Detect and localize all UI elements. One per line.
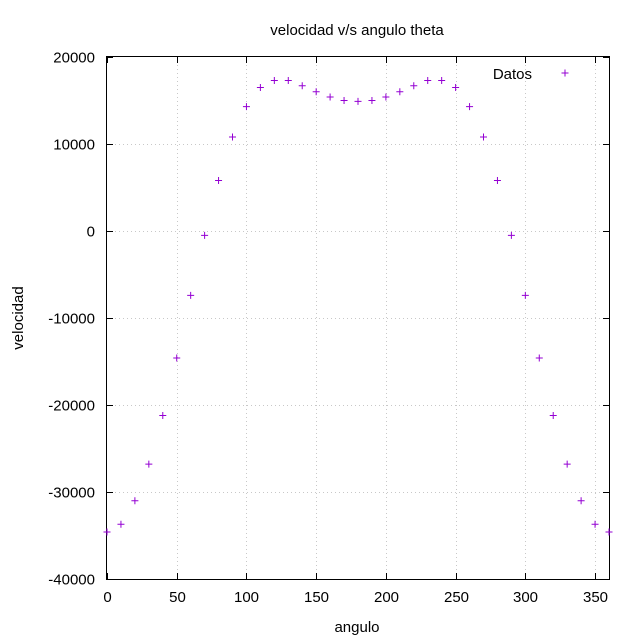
data-point xyxy=(396,88,404,96)
data-point xyxy=(312,88,320,96)
y-tick-label: 10000 xyxy=(53,137,95,154)
data-point xyxy=(466,103,474,111)
data-point xyxy=(549,411,557,419)
x-tick-label: 300 xyxy=(513,589,538,606)
legend: Datos xyxy=(493,66,569,83)
data-point xyxy=(173,354,181,362)
legend-marker xyxy=(561,69,569,77)
data-point xyxy=(452,83,460,91)
data-points xyxy=(103,76,613,536)
data-point xyxy=(298,82,306,90)
plot-frame xyxy=(106,56,610,580)
data-point xyxy=(201,231,209,239)
y-tick-label: -40000 xyxy=(48,572,95,589)
data-point xyxy=(103,528,111,536)
data-point xyxy=(340,97,348,104)
data-point xyxy=(256,83,264,91)
y-tick-label: -10000 xyxy=(48,311,95,328)
x-tick-label: 350 xyxy=(583,589,608,606)
data-point xyxy=(480,133,487,141)
data-point xyxy=(438,76,446,84)
data-point xyxy=(242,103,250,111)
legend-label: Datos xyxy=(493,66,532,83)
data-point xyxy=(382,93,390,101)
label-layer: 0 50 100 150 200 250 300 350 -40000 -30000 -20000 -… xyxy=(48,50,608,607)
data-point xyxy=(493,177,501,185)
data-point xyxy=(229,133,236,141)
tick-layer xyxy=(107,57,609,580)
y-tick-label: -30000 xyxy=(48,485,95,502)
data-point xyxy=(270,76,278,84)
data-point xyxy=(145,460,153,468)
grid-layer xyxy=(107,57,609,579)
data-point xyxy=(354,97,362,105)
data-point xyxy=(131,497,139,505)
data-point xyxy=(577,497,585,505)
x-tick-label: 250 xyxy=(444,589,469,606)
x-tick-label: 100 xyxy=(234,589,259,606)
x-axis-title: angulo xyxy=(334,619,379,636)
legend-plus-icon xyxy=(561,69,569,77)
data-point xyxy=(368,97,376,104)
data-point xyxy=(563,460,571,468)
data-point xyxy=(187,291,195,299)
data-point xyxy=(215,177,223,185)
y-tick-label: 0 xyxy=(87,224,95,241)
data-point xyxy=(326,93,334,101)
data-point xyxy=(284,76,292,84)
x-tick-label: 0 xyxy=(103,589,111,606)
data-point xyxy=(507,231,515,239)
data-point xyxy=(410,82,418,90)
x-tick-label: 50 xyxy=(169,589,186,606)
y-tick-label: -20000 xyxy=(48,398,95,415)
data-point xyxy=(605,528,613,536)
data-point xyxy=(159,411,167,419)
y-tick-label: 20000 xyxy=(53,50,95,67)
chart-title: velocidad v/s angulo theta xyxy=(270,22,444,39)
x-tick-label: 150 xyxy=(304,589,329,606)
x-tick-label: 200 xyxy=(374,589,399,606)
data-point xyxy=(591,520,599,528)
data-point xyxy=(424,76,432,84)
data-point xyxy=(535,354,543,362)
data-point xyxy=(117,520,125,528)
y-axis-title: velocidad xyxy=(10,286,27,349)
data-point xyxy=(521,291,529,299)
